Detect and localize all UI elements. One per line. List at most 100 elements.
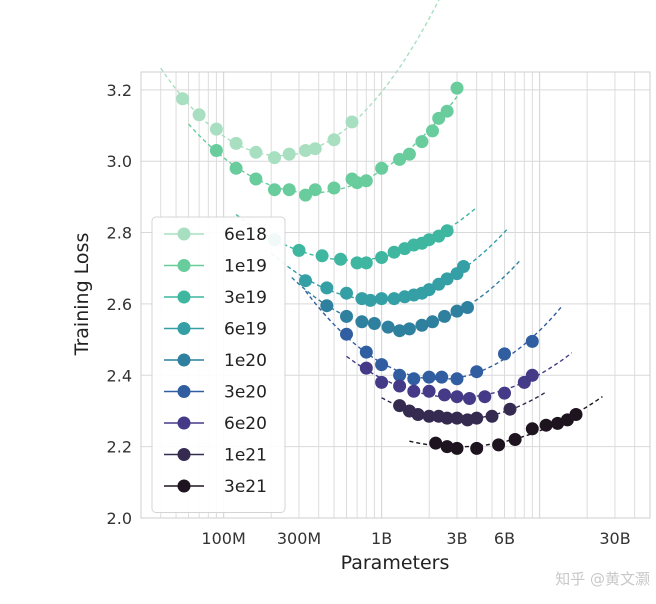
legend-label: 1e20 (224, 351, 267, 371)
legend-marker (177, 322, 191, 335)
point-1e19 (282, 183, 296, 197)
legend-label: 3e21 (224, 477, 267, 497)
point-6e18 (229, 136, 243, 150)
point-1e20 (415, 318, 429, 332)
point-6e20 (525, 368, 539, 382)
legend-label: 3e20 (224, 383, 267, 403)
point-3e20 (393, 368, 407, 382)
point-3e19 (387, 245, 401, 259)
point-3e19 (350, 256, 364, 270)
point-3e20 (470, 365, 484, 379)
point-3e21 (569, 408, 583, 421)
point-3e20 (422, 370, 436, 384)
y-tick-label: 3.0 (107, 152, 132, 171)
point-1e20 (340, 309, 353, 323)
legend-marker (177, 448, 191, 461)
point-1e19 (268, 183, 281, 197)
point-6e19 (340, 286, 353, 300)
point-6e19 (299, 274, 312, 288)
point-1e21 (450, 411, 464, 425)
y-axis-label: Training Loss (71, 233, 93, 357)
point-3e21 (470, 441, 484, 455)
point-6e18 (308, 142, 322, 156)
point-3e20 (407, 372, 421, 386)
x-axis-label: Parameters (341, 552, 450, 574)
x-tick-label: 1B (371, 529, 392, 548)
point-3e19 (375, 251, 389, 264)
point-3e21 (539, 418, 553, 432)
point-1e19 (440, 104, 454, 118)
point-3e19 (440, 224, 454, 238)
point-3e20 (340, 327, 353, 341)
point-1e20 (367, 317, 381, 330)
point-6e19 (320, 281, 334, 295)
legend-marker (177, 290, 191, 304)
legend-label: 6e19 (224, 320, 267, 340)
legend-label: 6e18 (224, 225, 267, 245)
legend-marker (177, 227, 191, 241)
fit-curve-1e19 (188, 93, 460, 194)
point-6e19 (387, 292, 401, 306)
x-tick-label: 6B (494, 529, 515, 548)
x-tick-label: 100M (201, 529, 245, 548)
point-3e19 (334, 252, 348, 266)
point-1e21 (470, 411, 484, 425)
point-1e19 (209, 144, 223, 157)
point-1e20 (355, 315, 369, 329)
legend-label: 6e20 (224, 414, 267, 434)
legend-label: 3e19 (224, 288, 267, 308)
point-6e20 (438, 388, 451, 402)
point-3e21 (429, 436, 443, 450)
point-3e20 (435, 370, 449, 384)
point-3e21 (508, 433, 522, 446)
point-6e18 (192, 108, 206, 122)
point-6e20 (463, 392, 476, 405)
point-6e20 (407, 384, 421, 398)
legend-label: 1e19 (224, 257, 267, 277)
point-1e20 (461, 301, 474, 314)
point-3e20 (498, 347, 511, 361)
legend-label: 1e21 (224, 446, 267, 466)
x-tick-labels: 100M 300M 1B 3B 6B 30B (201, 529, 630, 548)
point-1e20 (402, 322, 416, 336)
data-points (176, 81, 583, 455)
point-1e20 (450, 304, 464, 318)
point-6e18 (176, 92, 190, 106)
point-6e18 (299, 144, 312, 157)
point-1e19 (299, 188, 312, 202)
point-1e19 (375, 161, 389, 175)
y-tick-label: 2.0 (107, 509, 132, 528)
y-tick-labels: 2.0 2.2 2.4 2.6 2.8 3.0 3.2 (107, 81, 132, 528)
point-6e19 (422, 283, 436, 297)
point-1e19 (415, 135, 429, 149)
point-3e20 (375, 358, 389, 372)
point-1e19 (426, 124, 439, 138)
legend-marker (177, 259, 191, 272)
x-tick-label: 30B (599, 529, 630, 548)
point-3e21 (450, 441, 464, 455)
point-1e21 (393, 399, 407, 413)
plot-border (140, 71, 651, 519)
point-1e19 (249, 172, 263, 186)
point-3e21 (525, 422, 539, 436)
point-3e19 (315, 249, 329, 263)
y-tick-label: 2.2 (107, 438, 132, 457)
point-3e20 (450, 372, 464, 386)
point-3e20 (359, 345, 373, 359)
point-6e19 (457, 260, 470, 273)
legend-marker (177, 416, 191, 430)
point-1e19 (450, 81, 464, 95)
legend-marker (177, 479, 191, 493)
point-3e19 (292, 243, 306, 257)
point-1e21 (422, 409, 436, 423)
point-1e19 (402, 147, 416, 161)
point-6e18 (268, 151, 281, 165)
point-6e19 (363, 293, 377, 307)
point-1e20 (320, 299, 334, 313)
point-1e20 (426, 315, 439, 329)
point-6e18 (327, 133, 341, 147)
point-6e20 (498, 386, 511, 400)
point-6e19 (440, 272, 454, 286)
legend-marker (177, 353, 191, 367)
